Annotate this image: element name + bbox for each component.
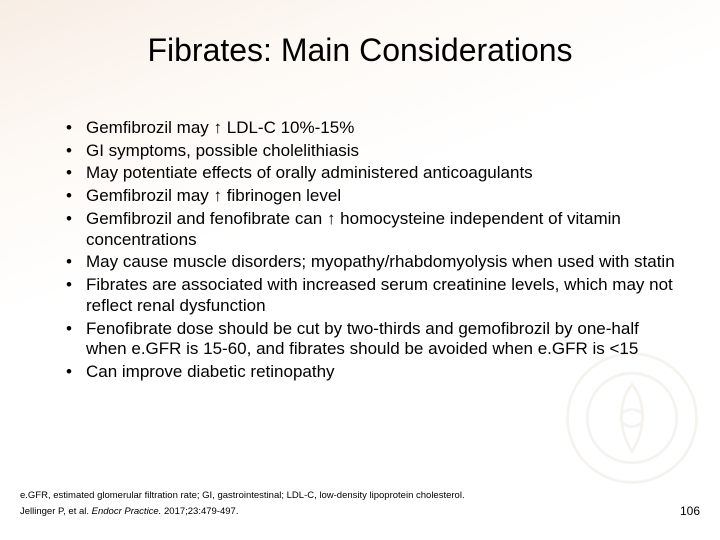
footnote-abbreviations: e.GFR, estimated glomerular filtration r… — [20, 488, 660, 504]
list-item: Fibrates are associated with increased s… — [58, 275, 680, 316]
footnotes: e.GFR, estimated glomerular filtration r… — [20, 488, 660, 520]
footnote-ref-author: Jellinger P, et al. — [20, 506, 92, 517]
list-item: May potentiate effects of orally adminis… — [58, 163, 680, 184]
slide-body: Gemfibrozil may ↑ LDL-C 10%-15% GI sympt… — [58, 118, 680, 385]
page-number: 106 — [680, 504, 700, 518]
footnote-reference: Jellinger P, et al. Endocr Practice. 201… — [20, 504, 660, 520]
slide: Fibrates: Main Considerations Gemfibrozi… — [0, 0, 720, 540]
list-item: Gemfibrozil and fenofibrate can ↑ homocy… — [58, 209, 680, 250]
bullet-list: Gemfibrozil may ↑ LDL-C 10%-15% GI sympt… — [58, 118, 680, 383]
footnote-ref-citation: 2017;23:479-497. — [161, 506, 238, 517]
slide-title: Fibrates: Main Considerations — [0, 32, 720, 69]
footnote-ref-journal: Endocr Practice. — [92, 506, 162, 517]
list-item: Gemfibrozil may ↑ fibrinogen level — [58, 186, 680, 207]
list-item: May cause muscle disorders; myopathy/rha… — [58, 252, 680, 273]
list-item: Fenofibrate dose should be cut by two-th… — [58, 319, 680, 360]
list-item: GI symptoms, possible cholelithiasis — [58, 141, 680, 162]
list-item: Can improve diabetic retinopathy — [58, 362, 680, 383]
list-item: Gemfibrozil may ↑ LDL-C 10%-15% — [58, 118, 680, 139]
